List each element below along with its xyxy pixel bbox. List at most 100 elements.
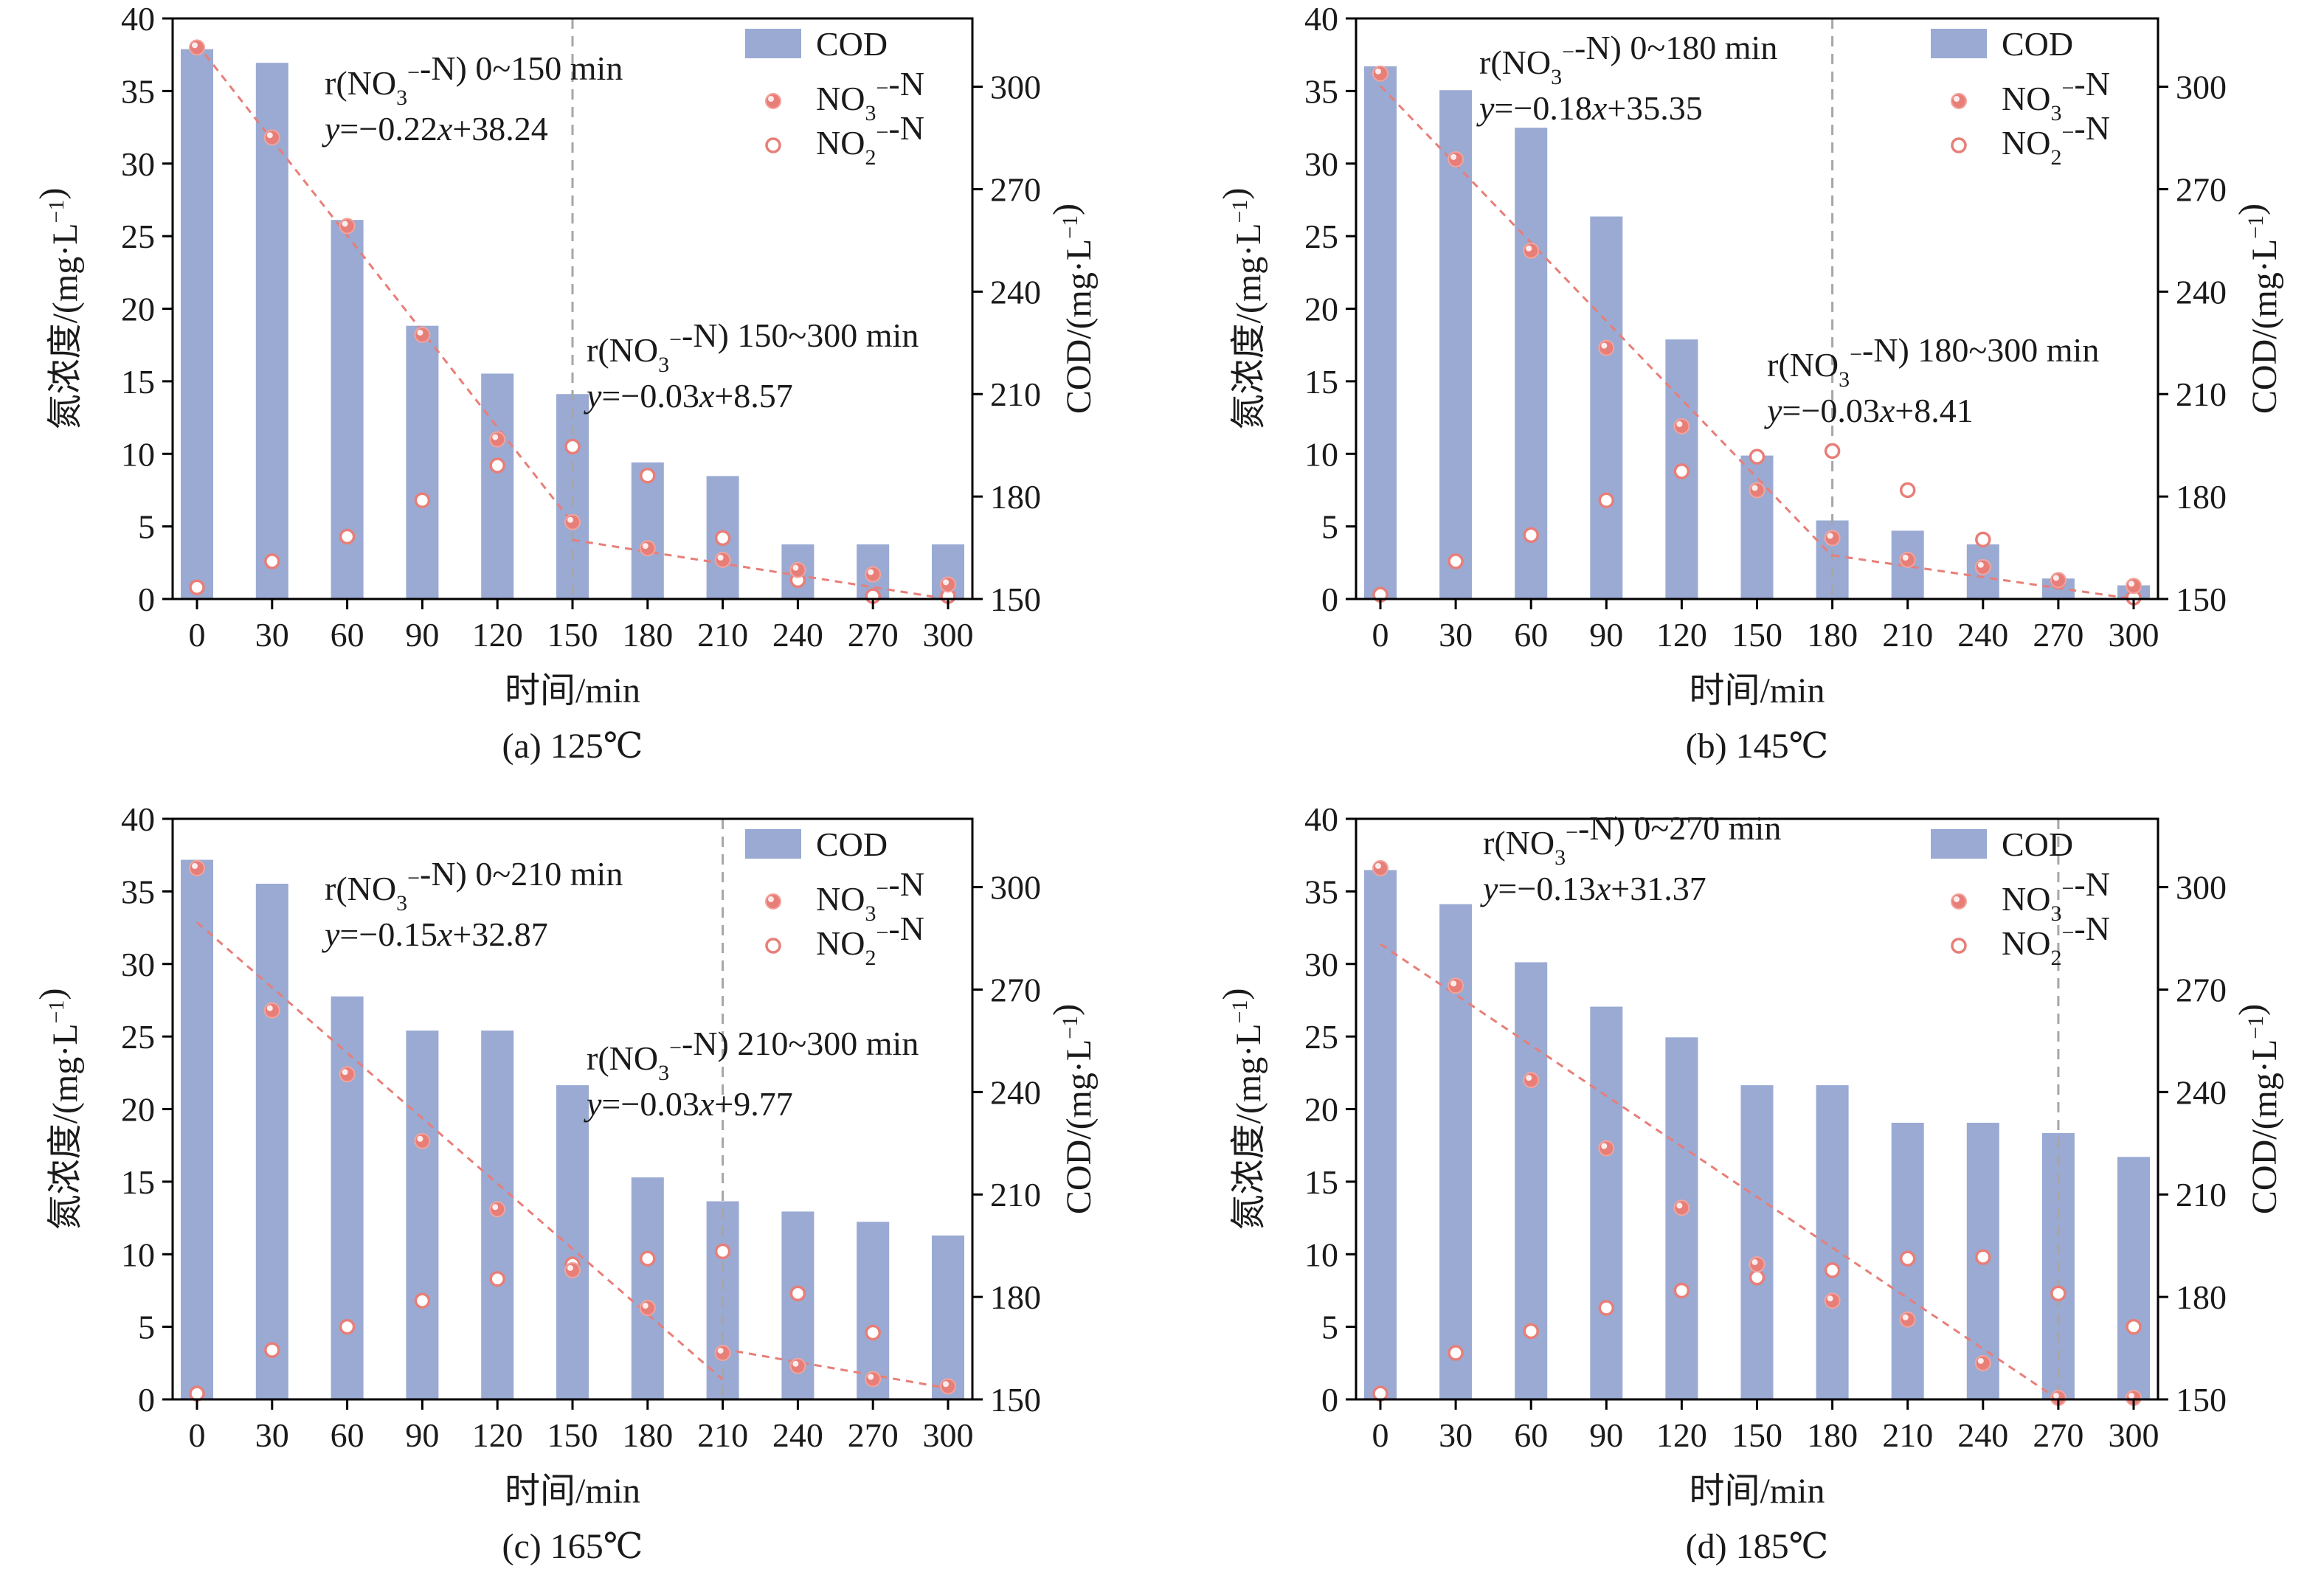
cod-bar	[1515, 128, 1548, 599]
svg-text:NO2−-N: NO2−-N	[816, 910, 924, 970]
y-left-tick-label: 15	[121, 363, 155, 401]
cod-bar	[181, 49, 213, 600]
chart-panel-d: 0 30 60 90 120 150 180 210 240 270 300 0 5 10 15 20 25 30…	[1216, 800, 2284, 1566]
y-left-tick-label: 0	[138, 581, 155, 618]
no3-point	[639, 1300, 656, 1317]
no2-point	[1824, 1262, 1841, 1278]
x-tick-label: 210	[697, 1416, 748, 1454]
x-tick-label: 240	[1957, 616, 2008, 654]
fit-line	[196, 43, 574, 524]
no3-point	[1448, 977, 1464, 994]
x-tick-label: 30	[1439, 1416, 1473, 1454]
no2-point	[1598, 1300, 1615, 1316]
cod-bar	[1665, 1037, 1698, 1399]
panel-caption: (c) 165℃	[502, 1527, 643, 1566]
cod-bar	[181, 859, 213, 1399]
no2-point	[339, 1318, 356, 1335]
cod-bar	[631, 1177, 664, 1399]
y-left-tick-label: 5	[1321, 508, 1338, 546]
y-left-tick-label: 25	[1304, 1018, 1338, 1056]
x-tick-label: 60	[1514, 616, 1548, 654]
svg-text:COD: COD	[816, 25, 888, 63]
y-left-tick-label: 5	[138, 508, 155, 546]
cod-bar	[1590, 216, 1623, 600]
no3-point	[1824, 530, 1841, 547]
no3-point	[339, 1066, 356, 1083]
x-tick-label: 120	[1656, 616, 1707, 654]
fit-equation: y=−0.18x+35.35	[1476, 89, 1703, 127]
y-left-axis-label: 氮浓度/(mg·L−1)	[32, 988, 85, 1230]
no3-point	[1749, 482, 1766, 499]
x-tick-label: 90	[1589, 616, 1623, 654]
x-tick-label: 300	[2109, 616, 2159, 654]
no2-point	[414, 492, 431, 508]
no3-point	[1899, 551, 1916, 568]
x-tick-label: 30	[255, 1416, 289, 1454]
no2-point	[189, 579, 205, 596]
fit-label: r(NO3−-N) 210~300 min	[587, 1025, 919, 1085]
y-right-tick-label: 180	[2176, 1278, 2227, 1316]
no3-point	[940, 576, 956, 593]
no3-point	[1598, 339, 1615, 356]
y-left-tick-label: 20	[1304, 1091, 1338, 1129]
x-tick-label: 300	[923, 1416, 974, 1454]
no3-point	[414, 326, 431, 343]
y-left-tick-label: 10	[1304, 1236, 1338, 1273]
y-left-tick-label: 20	[121, 291, 155, 328]
no2-point	[1673, 1282, 1690, 1299]
no2-point	[1749, 1269, 1766, 1286]
y-left-axis-label: 氮浓度/(mg·L−1)	[1216, 988, 1268, 1230]
fit-label: r(NO3−-N) 0~150 min	[325, 49, 623, 110]
no3-point	[1372, 65, 1388, 82]
chart-panel-b: 0 30 60 90 120 150 180 210 240 270 300 0 5 10 15 20 25 30…	[1216, 0, 2284, 766]
y-left-tick-label: 5	[1321, 1309, 1338, 1346]
x-tick-label: 0	[189, 616, 206, 654]
x-tick-label: 120	[1656, 1416, 1707, 1454]
y-left-tick-label: 10	[121, 435, 155, 473]
y-right-tick-label: 270	[2176, 971, 2227, 1008]
no2-point	[1749, 449, 1766, 465]
fit-equation: y=−0.03x+8.57	[584, 377, 793, 415]
y-left-tick-label: 35	[1304, 72, 1338, 110]
x-tick-label: 30	[1439, 616, 1473, 654]
x-tick-label: 150	[547, 1416, 598, 1454]
fit-line	[572, 539, 949, 600]
y-right-tick-label: 240	[2176, 273, 2227, 311]
y-right-tick-label: 150	[2176, 581, 2227, 618]
y-right-axis-label: COD/(mg·L−1)	[1046, 1004, 1099, 1214]
no2-point	[189, 1385, 205, 1402]
x-tick-label: 300	[923, 616, 974, 654]
svg-text:COD: COD	[2002, 25, 2073, 63]
cod-bar	[1740, 1085, 1774, 1399]
x-tick-label: 300	[2109, 1416, 2159, 1454]
cod-bar	[631, 462, 664, 599]
cod-bar	[1590, 1006, 1623, 1399]
fit-line	[196, 921, 724, 1381]
x-tick-label: 210	[1882, 616, 1933, 654]
no2-point	[1975, 531, 1991, 548]
x-tick-label: 240	[772, 1416, 823, 1454]
chart-panel-a: 0 30 60 90 120 150 180 210 240 270 300 0 5 10 15 20 25 30…	[32, 0, 1099, 766]
x-tick-label: 270	[848, 616, 899, 654]
no2-point	[1975, 1249, 1991, 1265]
no3-point	[1448, 150, 1464, 167]
y-left-tick-label: 20	[121, 1091, 155, 1129]
fit-label: r(NO3−-N) 0~210 min	[325, 855, 623, 915]
no3-point	[189, 859, 205, 876]
x-tick-label: 240	[772, 616, 823, 654]
no3-point	[263, 129, 280, 146]
svg-text:NO2−-N: NO2−-N	[2002, 109, 2110, 170]
no2-point	[1372, 1385, 1388, 1402]
x-axis-label: 时间/min	[505, 1472, 640, 1511]
panel-caption: (d) 185℃	[1686, 1527, 1829, 1566]
no3-point	[1523, 242, 1540, 259]
x-tick-label: 90	[405, 616, 439, 654]
fit-line	[1832, 554, 2134, 600]
y-left-tick-label: 30	[1304, 946, 1338, 983]
no3-point	[339, 218, 356, 235]
no3-point	[1749, 1256, 1766, 1273]
panel-caption: (a) 125℃	[502, 727, 643, 766]
